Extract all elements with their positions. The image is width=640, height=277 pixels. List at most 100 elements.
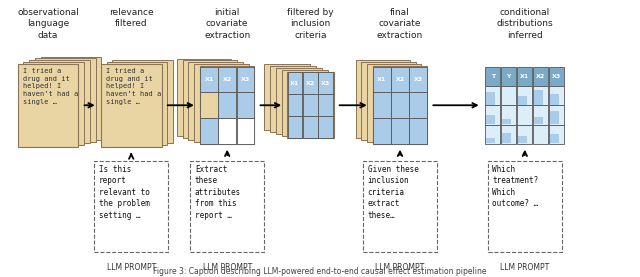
FancyBboxPatch shape	[533, 125, 548, 144]
FancyBboxPatch shape	[106, 62, 167, 145]
FancyBboxPatch shape	[367, 65, 422, 142]
FancyBboxPatch shape	[410, 93, 427, 118]
FancyBboxPatch shape	[95, 161, 168, 252]
FancyBboxPatch shape	[486, 115, 495, 124]
FancyBboxPatch shape	[17, 64, 79, 147]
FancyBboxPatch shape	[501, 125, 516, 144]
Text: Extract
these
attributes
from this
report …: Extract these attributes from this repor…	[195, 165, 241, 220]
Text: X2: X2	[396, 77, 404, 82]
FancyBboxPatch shape	[200, 66, 255, 144]
FancyBboxPatch shape	[391, 67, 409, 92]
Text: final
covariate
extraction: final covariate extraction	[377, 8, 423, 40]
FancyBboxPatch shape	[533, 106, 548, 125]
FancyBboxPatch shape	[276, 68, 322, 134]
FancyBboxPatch shape	[287, 72, 333, 138]
FancyBboxPatch shape	[191, 161, 264, 252]
FancyBboxPatch shape	[518, 136, 527, 143]
FancyBboxPatch shape	[517, 125, 532, 144]
FancyBboxPatch shape	[287, 73, 302, 94]
FancyBboxPatch shape	[410, 118, 427, 144]
FancyBboxPatch shape	[319, 94, 333, 116]
FancyBboxPatch shape	[200, 118, 218, 144]
FancyBboxPatch shape	[502, 132, 511, 143]
FancyBboxPatch shape	[237, 67, 254, 92]
Text: X1: X1	[520, 74, 529, 79]
FancyBboxPatch shape	[533, 67, 548, 86]
Text: Y: Y	[506, 74, 511, 79]
FancyBboxPatch shape	[549, 125, 564, 144]
FancyBboxPatch shape	[218, 67, 236, 92]
FancyBboxPatch shape	[29, 60, 90, 143]
FancyBboxPatch shape	[533, 86, 548, 105]
Text: LLM PROMPT: LLM PROMPT	[500, 263, 549, 272]
FancyBboxPatch shape	[188, 63, 243, 140]
FancyBboxPatch shape	[549, 67, 564, 86]
FancyBboxPatch shape	[517, 106, 532, 125]
Text: X3: X3	[413, 77, 423, 82]
FancyBboxPatch shape	[200, 93, 218, 118]
FancyBboxPatch shape	[550, 134, 559, 143]
FancyBboxPatch shape	[485, 125, 500, 144]
FancyBboxPatch shape	[287, 94, 302, 116]
FancyBboxPatch shape	[303, 116, 318, 138]
FancyBboxPatch shape	[237, 93, 254, 118]
FancyBboxPatch shape	[518, 96, 527, 105]
Text: I tried a
drug and it
helped! I
haven’t had a
single …: I tried a drug and it helped! I haven’t …	[23, 68, 78, 105]
Text: initial
covariate
extraction: initial covariate extraction	[204, 8, 250, 40]
FancyBboxPatch shape	[391, 118, 409, 144]
Text: LLM PROMPT: LLM PROMPT	[203, 263, 252, 272]
FancyBboxPatch shape	[549, 86, 564, 105]
Text: X1: X1	[204, 77, 214, 82]
Text: X2: X2	[306, 81, 315, 86]
FancyBboxPatch shape	[550, 111, 559, 124]
FancyBboxPatch shape	[391, 93, 409, 118]
FancyBboxPatch shape	[373, 118, 390, 144]
FancyBboxPatch shape	[549, 106, 564, 125]
FancyBboxPatch shape	[361, 63, 416, 140]
FancyBboxPatch shape	[534, 90, 543, 105]
FancyBboxPatch shape	[303, 73, 318, 94]
FancyBboxPatch shape	[218, 93, 236, 118]
FancyBboxPatch shape	[237, 118, 254, 144]
FancyBboxPatch shape	[485, 67, 500, 86]
Text: conditional
distributions
inferred: conditional distributions inferred	[497, 8, 553, 40]
FancyBboxPatch shape	[113, 60, 173, 143]
FancyBboxPatch shape	[410, 67, 427, 92]
FancyBboxPatch shape	[264, 64, 310, 130]
Text: Is this
report
relevant to
the problem
setting …: Is this report relevant to the problem s…	[99, 165, 150, 220]
FancyBboxPatch shape	[100, 64, 161, 147]
FancyBboxPatch shape	[372, 66, 428, 144]
Text: X3: X3	[241, 77, 250, 82]
FancyBboxPatch shape	[550, 94, 559, 105]
Text: LLM PROMPT: LLM PROMPT	[376, 263, 424, 272]
FancyBboxPatch shape	[364, 161, 437, 252]
FancyBboxPatch shape	[488, 161, 562, 252]
FancyBboxPatch shape	[183, 60, 237, 138]
Text: X2: X2	[223, 77, 232, 82]
FancyBboxPatch shape	[195, 65, 249, 142]
FancyBboxPatch shape	[502, 119, 511, 124]
FancyBboxPatch shape	[282, 70, 328, 136]
FancyBboxPatch shape	[200, 67, 218, 92]
FancyBboxPatch shape	[517, 86, 532, 105]
Text: observational
language
data: observational language data	[17, 8, 79, 40]
FancyBboxPatch shape	[501, 67, 516, 86]
Text: filtered by
inclusion
criteria: filtered by inclusion criteria	[287, 8, 333, 40]
FancyBboxPatch shape	[356, 60, 410, 138]
FancyBboxPatch shape	[373, 93, 390, 118]
FancyBboxPatch shape	[319, 73, 333, 94]
FancyBboxPatch shape	[485, 106, 500, 125]
Text: X3: X3	[321, 81, 330, 86]
Text: X2: X2	[536, 74, 545, 79]
Text: X1: X1	[377, 77, 387, 82]
Text: Given these
inclusion
criteria
extract
these…: Given these inclusion criteria extract t…	[367, 165, 419, 220]
FancyBboxPatch shape	[501, 106, 516, 125]
FancyBboxPatch shape	[41, 57, 101, 140]
FancyBboxPatch shape	[486, 92, 495, 105]
FancyBboxPatch shape	[486, 138, 495, 143]
FancyBboxPatch shape	[517, 67, 532, 86]
FancyBboxPatch shape	[35, 58, 96, 142]
FancyBboxPatch shape	[303, 94, 318, 116]
FancyBboxPatch shape	[501, 86, 516, 105]
Text: X1: X1	[291, 81, 300, 86]
